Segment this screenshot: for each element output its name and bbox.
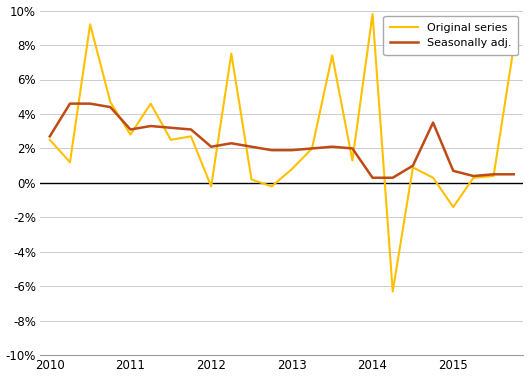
Original series xyxy=(430,175,436,180)
Original series xyxy=(228,51,234,56)
Seasonally adj. xyxy=(450,169,457,173)
Original series xyxy=(248,177,254,182)
Original series xyxy=(168,138,174,142)
Original series xyxy=(127,132,134,137)
Original series xyxy=(349,158,355,163)
Seasonally adj. xyxy=(107,105,114,109)
Line: Original series: Original series xyxy=(50,14,514,291)
Original series xyxy=(389,289,396,294)
Original series xyxy=(309,146,315,151)
Seasonally adj. xyxy=(208,144,214,149)
Seasonally adj. xyxy=(349,146,355,151)
Seasonally adj. xyxy=(430,120,436,125)
Seasonally adj. xyxy=(87,101,93,106)
Original series xyxy=(208,184,214,189)
Seasonally adj. xyxy=(248,144,254,149)
Original series xyxy=(87,22,93,26)
Original series xyxy=(67,160,73,164)
Original series xyxy=(148,101,154,106)
Original series xyxy=(490,174,497,178)
Original series xyxy=(107,100,114,104)
Seasonally adj. xyxy=(269,148,275,152)
Seasonally adj. xyxy=(127,127,134,132)
Original series xyxy=(470,175,477,180)
Seasonally adj. xyxy=(309,146,315,151)
Seasonally adj. xyxy=(228,141,234,146)
Original series xyxy=(410,165,416,170)
Original series xyxy=(188,134,194,139)
Original series xyxy=(47,138,53,142)
Seasonally adj. xyxy=(470,174,477,178)
Original series xyxy=(289,167,295,171)
Seasonally adj. xyxy=(410,163,416,168)
Seasonally adj. xyxy=(289,148,295,152)
Original series xyxy=(269,184,275,189)
Legend: Original series, Seasonally adj.: Original series, Seasonally adj. xyxy=(384,16,518,55)
Seasonally adj. xyxy=(67,101,73,106)
Seasonally adj. xyxy=(369,175,376,180)
Seasonally adj. xyxy=(490,172,497,177)
Original series xyxy=(329,53,335,57)
Seasonally adj. xyxy=(510,172,517,177)
Original series xyxy=(369,12,376,16)
Seasonally adj. xyxy=(329,144,335,149)
Seasonally adj. xyxy=(389,175,396,180)
Seasonally adj. xyxy=(47,134,53,139)
Seasonally adj. xyxy=(168,125,174,130)
Original series xyxy=(450,205,457,209)
Seasonally adj. xyxy=(188,127,194,132)
Line: Seasonally adj.: Seasonally adj. xyxy=(50,104,514,178)
Seasonally adj. xyxy=(148,124,154,128)
Original series xyxy=(510,45,517,49)
